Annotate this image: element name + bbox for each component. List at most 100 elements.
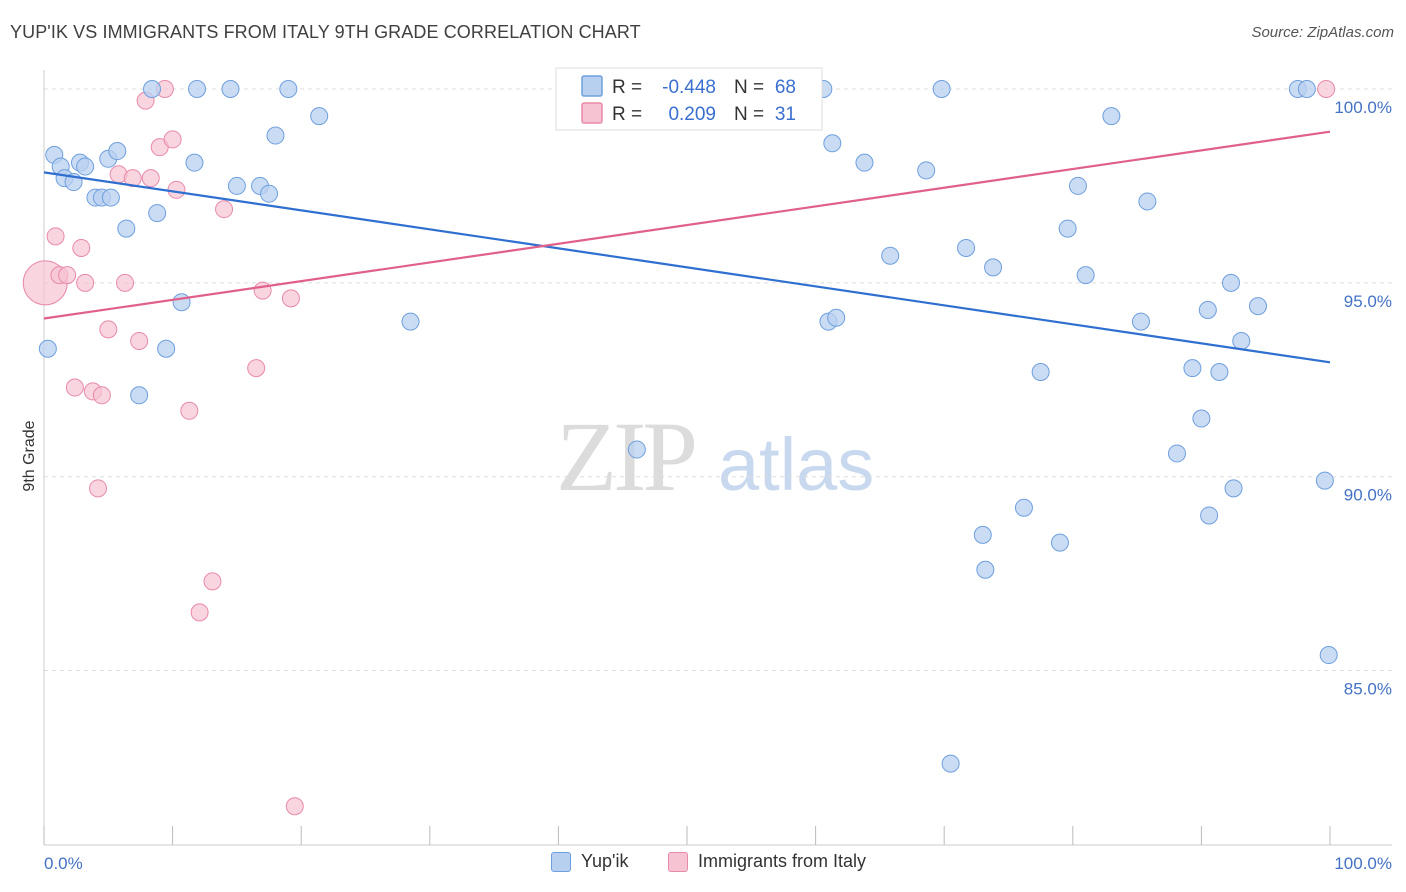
gridlines [44, 88, 1392, 672]
yupik-point [917, 161, 936, 180]
yupik-point [627, 440, 646, 459]
yupik-point [38, 339, 57, 358]
yupik-point [172, 293, 191, 312]
yupik-point [1014, 498, 1033, 517]
yupik-point [957, 238, 976, 257]
yupik-point [279, 80, 298, 99]
italy-point [89, 479, 108, 498]
legend-swatch-italy [581, 102, 603, 124]
yupik-point [1076, 266, 1095, 285]
bottom-legend-swatch-yupik [551, 851, 571, 872]
legend-r-label-1: R = [612, 77, 642, 98]
italy-point [247, 359, 266, 378]
yupik-point [1192, 409, 1211, 428]
y-axis-title: 9th Grade [21, 420, 38, 491]
source-label: Source: ZipAtlas.com [1251, 24, 1394, 41]
legend-r-label-2: R = [612, 104, 642, 125]
italy-point [72, 238, 91, 257]
yupik-point [1050, 533, 1069, 552]
italy-point [58, 266, 77, 285]
yupik-point [1200, 506, 1219, 525]
yupik-point [1221, 273, 1240, 292]
yupik-point [221, 80, 240, 99]
bottom-legend-label-italy: Immigrants from Italy [698, 851, 867, 871]
yupik-point [1297, 80, 1316, 99]
yupik-point [1068, 176, 1087, 195]
watermark-atlas: atlas [718, 423, 874, 506]
italy-point [46, 227, 65, 246]
yupik-point [932, 80, 951, 99]
italy-point [167, 180, 186, 199]
legend-n-label-2: N = [734, 104, 764, 125]
yupik-point [1224, 479, 1243, 498]
bottom-legend: Yup'ik Immigrants from Italy [0, 851, 1406, 881]
y-tick-labels: 85.0% 90.0% 95.0% 100.0% [1334, 98, 1392, 699]
yupik-point [101, 188, 120, 207]
italy-point [190, 603, 209, 622]
y-tick-label-85: 85.0% [1344, 680, 1392, 699]
yupik-point [823, 134, 842, 153]
yupik-point [1183, 359, 1202, 378]
yupik-point [1058, 219, 1077, 238]
italy-point [1317, 80, 1336, 99]
yupik-point [1102, 107, 1121, 126]
yupik-point [1232, 332, 1251, 351]
italy-point [253, 281, 272, 300]
italy-point [141, 169, 160, 188]
yupik-point [148, 204, 167, 223]
yupik-point [143, 80, 162, 99]
yupik-point [1248, 297, 1267, 316]
yupik-point [1138, 192, 1157, 211]
yupik-point [266, 126, 285, 145]
x-tick-label-max: 100.0% [1334, 854, 1392, 873]
yupik-point [855, 153, 874, 172]
yupik-point [227, 176, 246, 195]
axes [43, 70, 1392, 846]
italy-point [92, 386, 111, 405]
yupik-point [881, 246, 900, 265]
yupik-point [1315, 471, 1334, 490]
yupik-point [1131, 312, 1150, 331]
legend-swatch-yupik [581, 75, 603, 97]
yupik-point [1167, 444, 1186, 463]
italy-point [203, 572, 222, 591]
x-ticks [43, 826, 1331, 845]
yupik-point [1210, 363, 1229, 382]
yupik-point [157, 339, 176, 358]
yupik-point [1319, 646, 1338, 665]
yupik-trendline [43, 171, 1331, 364]
legend-n-value-2: 31 [775, 104, 796, 125]
yupik-point [108, 142, 127, 161]
legend-r-value-2: 0.209 [668, 104, 716, 125]
y-tick-label-90: 90.0% [1344, 486, 1392, 505]
yupik-point [76, 157, 95, 176]
italy-point [116, 273, 135, 292]
italy-point [123, 169, 142, 188]
yupik-point [976, 560, 995, 579]
italy-point [215, 200, 234, 219]
bottom-legend-label-yupik: Yup'ik [581, 851, 629, 871]
yupik-point [1198, 300, 1217, 319]
y-tick-label-95: 95.0% [1344, 292, 1392, 311]
italy-point [180, 401, 199, 420]
bottom-legend-swatch-italy [668, 851, 688, 872]
yupik-points [38, 80, 1338, 773]
italy-point [99, 320, 118, 339]
yupik-point [401, 312, 420, 331]
x-tick-label-min: 0.0% [44, 854, 83, 873]
yupik-point [984, 258, 1003, 277]
italy-trendline [43, 130, 1331, 320]
legend-n-value-1: 68 [775, 77, 796, 98]
yupik-point [188, 80, 207, 99]
yupik-point [310, 107, 329, 126]
yupik-point [827, 308, 846, 327]
yupik-point [185, 153, 204, 172]
yupik-point [260, 184, 279, 203]
legend-n-label-1: N = [734, 77, 764, 98]
italy-point [130, 332, 149, 351]
watermark-zip: ZIP [556, 401, 694, 512]
yupik-point [117, 219, 136, 238]
italy-point [163, 130, 182, 149]
y-tick-label-100: 100.0% [1334, 98, 1392, 117]
